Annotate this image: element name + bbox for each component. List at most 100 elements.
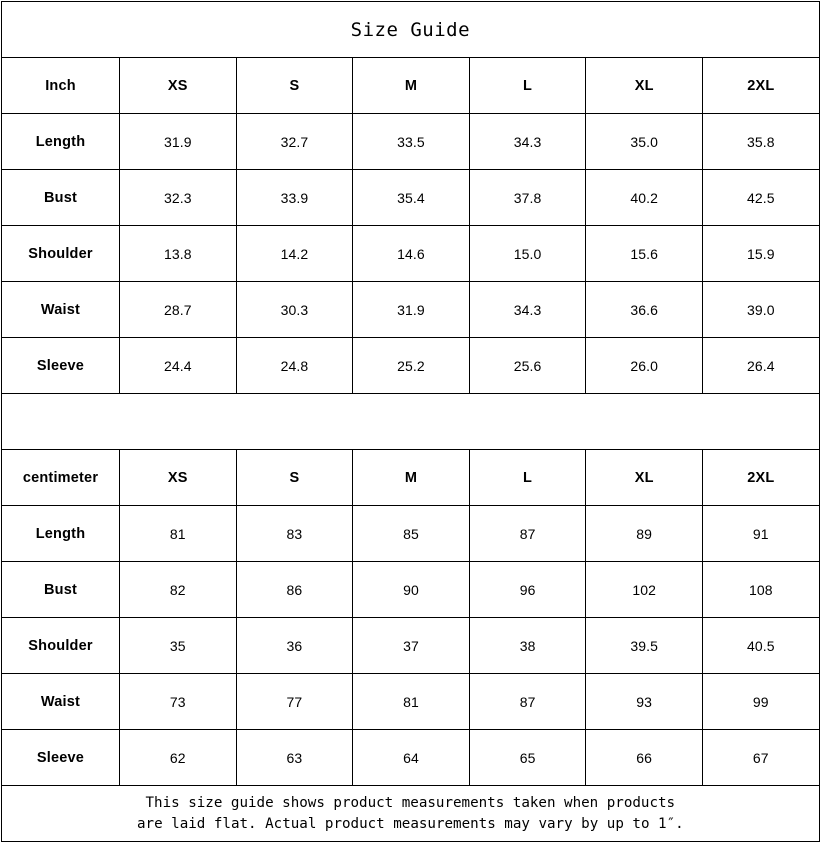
cell-inch-waist-m: 31.9 xyxy=(352,281,470,338)
measurement-label-cm-sleeve: Sleeve xyxy=(1,729,120,786)
cell-inch-shoulder-2xl: 15.9 xyxy=(701,225,820,282)
cell-inch-bust-s: 33.9 xyxy=(235,169,354,226)
cell-cm-length-xs: 81 xyxy=(119,505,237,562)
measurement-label-bust: Bust xyxy=(1,169,120,226)
cell-cm-sleeve-l: 65 xyxy=(468,729,587,786)
note-line-2: are laid flat. Actual product measuremen… xyxy=(136,815,684,832)
cell-cm-bust-xl: 102 xyxy=(585,561,703,618)
cell-cm-waist-s: 77 xyxy=(235,673,354,730)
cell-inch-length-m: 33.5 xyxy=(352,113,470,170)
measurement-label-waist: Waist xyxy=(1,281,120,338)
cell-cm-waist-xl: 93 xyxy=(585,673,703,730)
cell-cm-waist-m: 81 xyxy=(352,673,470,730)
cell-cm-length-m: 85 xyxy=(352,505,470,562)
cell-inch-bust-xs: 32.3 xyxy=(119,169,237,226)
cell-cm-shoulder-xs: 35 xyxy=(119,617,237,674)
cell-cm-sleeve-2xl: 67 xyxy=(701,729,820,786)
note-line-1: This size guide shows product measuremen… xyxy=(145,794,676,811)
table-row: Waist 28.7 30.3 31.9 34.3 36.6 39.0 xyxy=(1,281,820,338)
cell-inch-bust-xl: 40.2 xyxy=(585,169,703,226)
cell-cm-bust-2xl: 108 xyxy=(701,561,820,618)
cell-cm-shoulder-2xl: 40.5 xyxy=(701,617,820,674)
cell-inch-sleeve-l: 25.6 xyxy=(468,337,587,394)
size-header-s: S xyxy=(235,57,354,114)
note-row: This size guide shows product measuremen… xyxy=(1,785,820,842)
cell-inch-sleeve-2xl: 26.4 xyxy=(701,337,820,394)
cell-inch-shoulder-s: 14.2 xyxy=(235,225,354,282)
cell-inch-sleeve-xl: 26.0 xyxy=(585,337,703,394)
measurement-label-cm-bust: Bust xyxy=(1,561,120,618)
cell-inch-waist-l: 34.3 xyxy=(468,281,587,338)
cell-inch-shoulder-xl: 15.6 xyxy=(585,225,703,282)
page-title: Size Guide xyxy=(1,1,820,58)
cell-inch-shoulder-m: 14.6 xyxy=(352,225,470,282)
cell-inch-sleeve-m: 25.2 xyxy=(352,337,470,394)
size-header-xs: XS xyxy=(119,57,237,114)
table-row: Shoulder 35 36 37 38 39.5 40.5 xyxy=(1,617,820,674)
cell-inch-waist-2xl: 39.0 xyxy=(701,281,820,338)
cell-inch-bust-2xl: 42.5 xyxy=(701,169,820,226)
cell-cm-length-l: 87 xyxy=(468,505,587,562)
cell-cm-bust-xs: 82 xyxy=(119,561,237,618)
table-row: Sleeve 24.4 24.8 25.2 25.6 26.0 26.4 xyxy=(1,337,820,394)
cell-cm-shoulder-xl: 39.5 xyxy=(585,617,703,674)
cell-inch-bust-m: 35.4 xyxy=(352,169,470,226)
unit-header-centimeter: centimeter xyxy=(1,449,120,506)
cell-cm-length-s: 83 xyxy=(235,505,354,562)
measurement-label-length: Length xyxy=(1,113,120,170)
table-row: Length 31.9 32.7 33.5 34.3 35.0 35.8 xyxy=(1,113,820,170)
cell-inch-length-l: 34.3 xyxy=(468,113,587,170)
size-guide-note: This size guide shows product measuremen… xyxy=(1,785,820,842)
header-row-inch: Inch XS S M L XL 2XL xyxy=(1,57,820,114)
cell-cm-bust-l: 96 xyxy=(468,561,587,618)
cell-inch-length-2xl: 35.8 xyxy=(701,113,820,170)
cell-cm-length-xl: 89 xyxy=(585,505,703,562)
cell-inch-sleeve-xs: 24.4 xyxy=(119,337,237,394)
cell-inch-shoulder-l: 15.0 xyxy=(468,225,587,282)
size-header-m: M xyxy=(352,57,470,114)
cell-inch-waist-xs: 28.7 xyxy=(119,281,237,338)
size-header-2xl: 2XL xyxy=(701,57,820,114)
cell-inch-length-s: 32.7 xyxy=(235,113,354,170)
cell-cm-bust-s: 86 xyxy=(235,561,354,618)
cell-cm-sleeve-s: 63 xyxy=(235,729,354,786)
cell-cm-length-2xl: 91 xyxy=(701,505,820,562)
measurement-label-cm-shoulder: Shoulder xyxy=(1,617,120,674)
measurement-label-sleeve: Sleeve xyxy=(1,337,120,394)
cell-inch-shoulder-xs: 13.8 xyxy=(119,225,237,282)
unit-header-inch: Inch xyxy=(1,57,120,114)
cell-cm-sleeve-m: 64 xyxy=(352,729,470,786)
table-spacer xyxy=(1,393,820,450)
title-row: Size Guide xyxy=(1,1,820,58)
cell-cm-sleeve-xl: 66 xyxy=(585,729,703,786)
cell-cm-shoulder-m: 37 xyxy=(352,617,470,674)
table-row: Bust 32.3 33.9 35.4 37.8 40.2 42.5 xyxy=(1,169,820,226)
size-header-cm-2xl: 2XL xyxy=(701,449,820,506)
table-spacer-row xyxy=(1,393,820,450)
size-header-cm-m: M xyxy=(352,449,470,506)
table-row: Waist 73 77 81 87 93 99 xyxy=(1,673,820,730)
size-header-cm-xl: XL xyxy=(585,449,703,506)
measurement-label-cm-waist: Waist xyxy=(1,673,120,730)
cell-cm-waist-l: 87 xyxy=(468,673,587,730)
size-header-cm-l: L xyxy=(468,449,587,506)
cell-inch-length-xl: 35.0 xyxy=(585,113,703,170)
size-header-xl: XL xyxy=(585,57,703,114)
cell-inch-waist-s: 30.3 xyxy=(235,281,354,338)
table-row: Sleeve 62 63 64 65 66 67 xyxy=(1,729,820,786)
cell-cm-waist-xs: 73 xyxy=(119,673,237,730)
cell-cm-bust-m: 90 xyxy=(352,561,470,618)
size-header-l: L xyxy=(468,57,587,114)
cell-cm-shoulder-l: 38 xyxy=(468,617,587,674)
cell-cm-sleeve-xs: 62 xyxy=(119,729,237,786)
size-header-cm-s: S xyxy=(235,449,354,506)
table-row: Length 81 83 85 87 89 91 xyxy=(1,505,820,562)
cell-inch-bust-l: 37.8 xyxy=(468,169,587,226)
measurement-label-cm-length: Length xyxy=(1,505,120,562)
cell-cm-waist-2xl: 99 xyxy=(701,673,820,730)
cell-inch-length-xs: 31.9 xyxy=(119,113,237,170)
table-row: Bust 82 86 90 96 102 108 xyxy=(1,561,820,618)
